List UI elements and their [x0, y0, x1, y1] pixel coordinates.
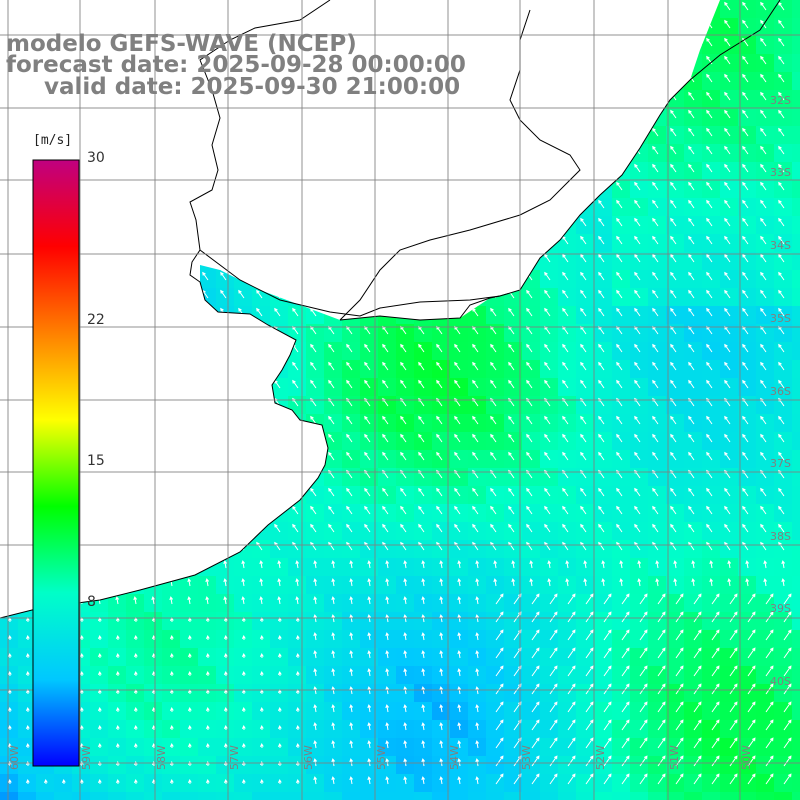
- latitude-label: 37S: [770, 457, 791, 470]
- longitude-label: 54W: [448, 745, 461, 770]
- colorbar-unit: [m/s]: [33, 133, 73, 148]
- colorbar: [32, 159, 80, 767]
- longitude-label: 58W: [155, 745, 168, 770]
- longitude-label: 50W: [740, 745, 753, 770]
- title-forecast-date: forecast date: 2025-09-28 00:00:00: [6, 52, 466, 78]
- colorbar-tick-label: 15: [87, 453, 105, 469]
- latitude-labels: 32S 33S 34S 35S 36S 37S 38S 39S 40S: [770, 94, 791, 688]
- longitude-label: 59W: [80, 745, 93, 770]
- latitude-label: 32S: [770, 94, 791, 107]
- title-model: modelo GEFS-WAVE (NCEP): [6, 31, 357, 57]
- longitude-labels: 60W 59W 58W 57W 56W 55W 54W 53W 52W 51W 50W: [8, 745, 753, 770]
- longitude-label: 53W: [520, 745, 533, 770]
- latitude-label: 40S: [770, 675, 791, 688]
- latitude-label: 35S: [770, 312, 791, 325]
- longitude-label: 51W: [668, 745, 681, 770]
- latitude-label: 36S: [770, 385, 791, 398]
- colorbar-tick-label: 22: [87, 311, 105, 328]
- country-border: [199, 9, 581, 321]
- longitude-label: 55W: [375, 745, 388, 770]
- latitude-label: 33S: [770, 166, 791, 179]
- colorbar-tick-label: 30: [87, 150, 105, 166]
- latitude-label: 39S: [770, 602, 791, 615]
- longitude-label: 60W: [8, 745, 21, 770]
- longitude-label: 56W: [302, 745, 315, 770]
- coastline: [0, 0, 781, 619]
- latitude-label: 38S: [770, 530, 791, 543]
- title-valid-date: valid date: 2025-09-30 21:00:00: [44, 74, 461, 100]
- latitude-label: 34S: [770, 239, 791, 252]
- longitude-label: 57W: [228, 745, 241, 770]
- longitude-label: 52W: [594, 745, 607, 770]
- colorbar-tick-label: 8: [87, 594, 96, 611]
